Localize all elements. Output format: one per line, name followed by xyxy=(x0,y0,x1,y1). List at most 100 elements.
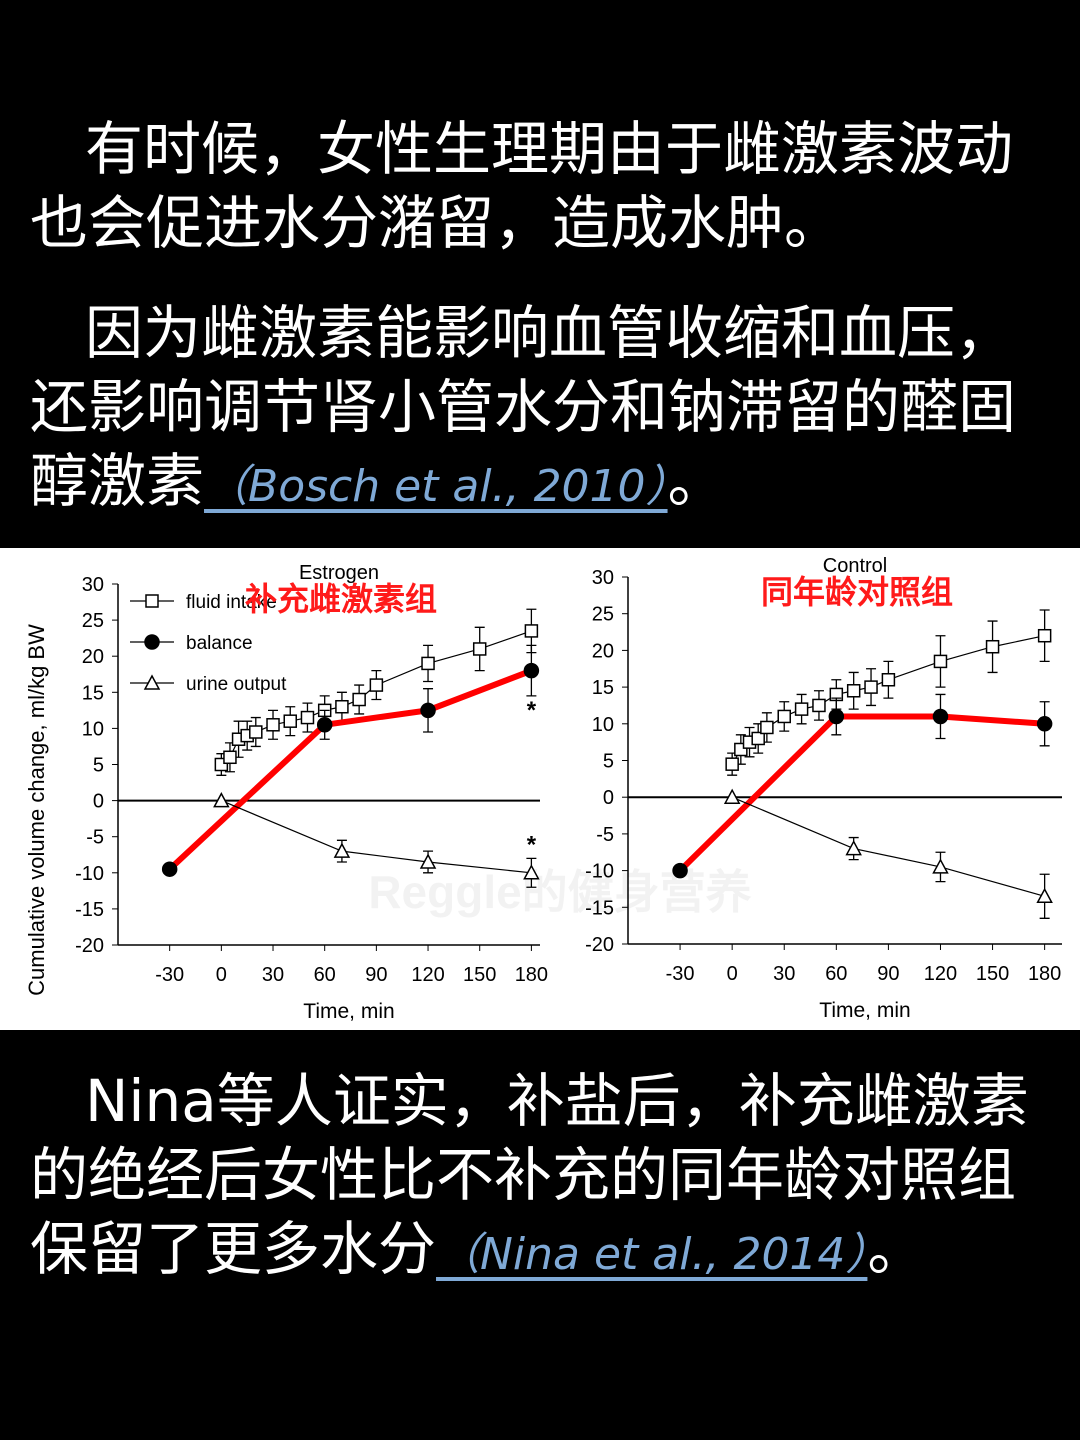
marker xyxy=(794,702,809,716)
y-tick-label: 10 xyxy=(82,718,104,740)
y-tick-label: 5 xyxy=(93,755,104,777)
series-line xyxy=(677,713,1045,873)
y-tick-label: -15 xyxy=(75,899,104,921)
x-tick-label: 150 xyxy=(976,963,1009,985)
marker xyxy=(725,757,739,771)
marker xyxy=(1037,628,1052,643)
marker xyxy=(333,842,351,858)
marker xyxy=(672,862,688,879)
x-tick-label: -30 xyxy=(155,964,184,986)
text: Nina等人证实，补盐后，补充雌激素的绝经后女性比不补充的同年龄对照组保留了更多… xyxy=(30,1067,1029,1283)
marker xyxy=(933,654,948,669)
x-tick-label: 150 xyxy=(463,964,496,986)
y-tick-label: -10 xyxy=(75,863,104,885)
marker xyxy=(864,680,878,694)
text: 有时候，女性生理期由于雌激素波动也会促进水分潴留，造成水肿。 xyxy=(30,115,1014,257)
x-tick-label: 180 xyxy=(1028,963,1061,985)
x-tick-label: 60 xyxy=(314,964,336,986)
marker xyxy=(300,710,315,725)
legend-label: balance xyxy=(186,633,253,654)
x-tick-label: 120 xyxy=(924,963,957,985)
y-tick-label: 0 xyxy=(93,791,104,813)
charts: Cumulative volume change, ml/kg BW Reggl… xyxy=(0,548,1080,1030)
x-tick-label: 0 xyxy=(216,964,227,986)
marker xyxy=(144,634,160,650)
citation[interactable]: （Bosch et al., 2010） xyxy=(204,461,668,512)
marker xyxy=(223,750,237,765)
marker xyxy=(421,656,435,671)
marker xyxy=(213,792,230,808)
marker xyxy=(846,684,861,698)
x-tick-label: -30 xyxy=(666,963,695,985)
legend-label: fluid intake xyxy=(186,592,277,613)
x-tick-label: 90 xyxy=(877,963,899,985)
marker xyxy=(751,731,765,746)
chart-background xyxy=(0,548,1080,1030)
x-tick-label: 180 xyxy=(515,964,548,986)
text: 因为雌激素能影响血管收缩和血压，还影响调节肾小管水分和钠滞留的醛固醇激素 xyxy=(30,299,1017,515)
y-axis-label: Cumulative volume change, ml/kg BW xyxy=(24,624,49,996)
y-tick-label: 25 xyxy=(592,604,614,626)
marker xyxy=(369,678,384,692)
marker xyxy=(985,639,1000,654)
x-tick-label: 120 xyxy=(411,964,444,986)
y-tick-label: -20 xyxy=(75,935,104,957)
marker xyxy=(419,853,437,869)
marker xyxy=(266,718,280,732)
marker xyxy=(143,674,161,690)
y-tick-label: 25 xyxy=(82,610,104,632)
marker xyxy=(1036,887,1053,904)
paragraph: 有时候，女性生理期由于雌激素波动也会促进水分潴留，造成水肿。 xyxy=(30,112,1070,260)
chart-title: Control xyxy=(823,555,887,577)
marker xyxy=(845,839,862,856)
marker xyxy=(161,861,178,877)
marker xyxy=(249,725,263,739)
paragraph: Nina等人证实，补盐后，补充雌激素的绝经后女性比不补充的同年龄对照组保留了更多… xyxy=(30,1064,1070,1292)
annotation: * xyxy=(527,697,537,724)
y-tick-label: 20 xyxy=(82,646,104,668)
y-tick-label: -5 xyxy=(86,827,104,849)
y-tick-label: -5 xyxy=(596,824,614,846)
group-label: 补充雌激素组 xyxy=(245,581,437,617)
x-axis-label: Time, min xyxy=(303,1000,394,1023)
y-tick-label: -15 xyxy=(585,897,614,919)
citation[interactable]: （Nina et al., 2014） xyxy=(436,1229,868,1280)
marker xyxy=(777,709,791,724)
y-tick-label: 15 xyxy=(592,677,614,699)
marker xyxy=(283,714,297,728)
marker xyxy=(932,858,949,874)
series-line xyxy=(221,800,532,874)
y-tick-label: -10 xyxy=(585,861,614,883)
marker xyxy=(828,708,845,725)
paragraph: 因为雌激素能影响血管收缩和血压，还影响调节肾小管水分和钠滞留的醛固醇激素（Bos… xyxy=(30,296,1070,524)
x-axis-label: Time, min xyxy=(819,999,910,1022)
y-tick-label: 5 xyxy=(603,751,614,773)
y-tick-label: 30 xyxy=(82,574,104,596)
marker xyxy=(335,699,349,714)
marker xyxy=(472,642,487,656)
marker xyxy=(760,720,774,735)
y-tick-label: 0 xyxy=(603,787,614,809)
x-tick-label: 30 xyxy=(262,964,284,986)
x-tick-label: 60 xyxy=(825,963,847,985)
text: 。 xyxy=(667,447,726,515)
series-line xyxy=(731,796,1045,897)
y-tick-label: 15 xyxy=(82,682,104,704)
marker xyxy=(932,708,949,725)
watermark: Reggle的健身营养 xyxy=(368,866,751,918)
marker xyxy=(523,662,540,679)
y-tick-label: -20 xyxy=(585,934,614,956)
x-tick-label: 30 xyxy=(773,963,795,985)
marker xyxy=(352,692,366,707)
marker xyxy=(524,624,539,638)
annotation: * xyxy=(527,831,537,858)
x-tick-label: 90 xyxy=(365,964,387,986)
marker xyxy=(420,702,436,719)
y-tick-label: 10 xyxy=(592,714,614,736)
marker xyxy=(1036,716,1053,732)
marker xyxy=(723,788,741,804)
chart-title: Estrogen xyxy=(299,562,379,584)
x-tick-label: 0 xyxy=(727,963,738,985)
marker xyxy=(145,594,159,608)
